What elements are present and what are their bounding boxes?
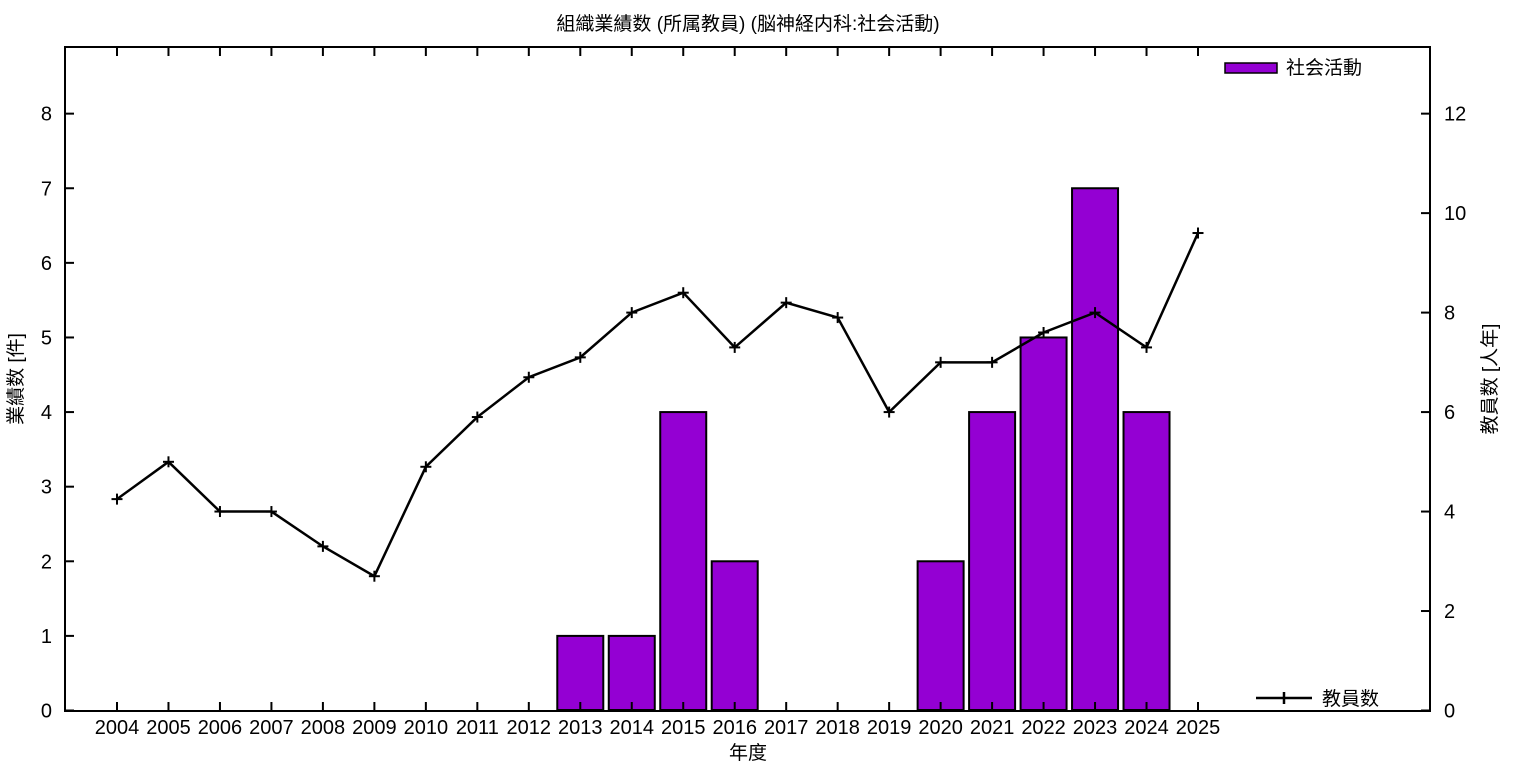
bar-2021 <box>968 411 1017 711</box>
x-tick-label: 2017 <box>764 717 809 739</box>
x-tick-label: 2007 <box>249 717 294 739</box>
plot-border <box>64 46 1431 712</box>
bar-2022 <box>1019 336 1068 711</box>
x-tick-label: 2016 <box>712 717 757 739</box>
y-tick-label-right: 4 <box>1444 502 1455 524</box>
bar-2014 <box>607 634 656 711</box>
plot-layer: 2004 2005 2006 2007 2008 2009 2010 2011 2012 2013… <box>41 46 1466 739</box>
y-axis-label-left: 業績数 [件] <box>5 333 27 425</box>
y-tick-label-right: 0 <box>1444 701 1455 723</box>
x-tick-label: 2008 <box>301 717 346 739</box>
x-tick-label: 2012 <box>507 717 552 739</box>
y-tick-label-left: 4 <box>41 402 52 424</box>
x-tick-label: 2020 <box>918 717 963 739</box>
x-tick-label: 2010 <box>404 717 449 739</box>
y-tick-label-right: 6 <box>1444 402 1455 424</box>
x-tick-label: 2022 <box>1021 717 1066 739</box>
x-tick-label: 2024 <box>1124 717 1169 739</box>
y-tick-label-left: 8 <box>41 104 52 126</box>
x-tick-label: 2013 <box>558 717 603 739</box>
bar-2023 <box>1071 187 1120 711</box>
bar-2024 <box>1122 411 1171 711</box>
x-tick-label: 2021 <box>970 717 1015 739</box>
x-tick-label: 2023 <box>1073 717 1118 739</box>
x-tick-label: 2004 <box>95 717 140 739</box>
legend-bar-entry: 社会活動 <box>1224 57 1362 79</box>
y-tick-label-left: 5 <box>41 327 52 349</box>
legend-line-entry: 教員数 <box>1256 688 1379 710</box>
bar-2013 <box>556 634 605 711</box>
legend-label-bar: 社会活動 <box>1286 57 1362 79</box>
x-tick-label: 2025 <box>1176 717 1221 739</box>
y-axis-label-right: 教員数 [人年] <box>1479 324 1501 435</box>
bar-2020 <box>916 560 965 711</box>
x-axis-label: 年度 <box>729 742 767 764</box>
y-tick-label-left: 1 <box>41 626 52 648</box>
line-series <box>116 232 1200 578</box>
x-tick-label: 2014 <box>610 717 655 739</box>
chart-title: 組織業績数 (所属教員) (脳神経内科:社会活動) <box>556 13 939 35</box>
y-tick-label-right: 8 <box>1444 303 1455 325</box>
x-tick-label: 2006 <box>198 717 243 739</box>
y-tick-label-left: 6 <box>41 253 52 275</box>
x-tick-label: 2011 <box>456 717 499 739</box>
legend-label-line: 教員数 <box>1322 688 1379 710</box>
legend-swatch-bar-icon <box>1224 62 1278 74</box>
x-tick-label: 2005 <box>146 717 191 739</box>
y-tick-label-right: 12 <box>1444 104 1466 126</box>
bar-2015 <box>659 411 708 711</box>
x-tick-label: 2009 <box>352 717 397 739</box>
x-tick-label: 2018 <box>815 717 860 739</box>
y-tick-label-left: 0 <box>41 701 52 723</box>
y-tick-label-left: 3 <box>41 477 52 499</box>
x-tick-label: 2019 <box>867 717 912 739</box>
y-tick-label-right: 2 <box>1444 601 1455 623</box>
y-tick-label-right: 10 <box>1444 203 1466 225</box>
y-tick-label-left: 7 <box>41 178 52 200</box>
x-tick-label: 2015 <box>661 717 706 739</box>
y-tick-label-left: 2 <box>41 551 52 573</box>
bar-2016 <box>710 560 759 711</box>
